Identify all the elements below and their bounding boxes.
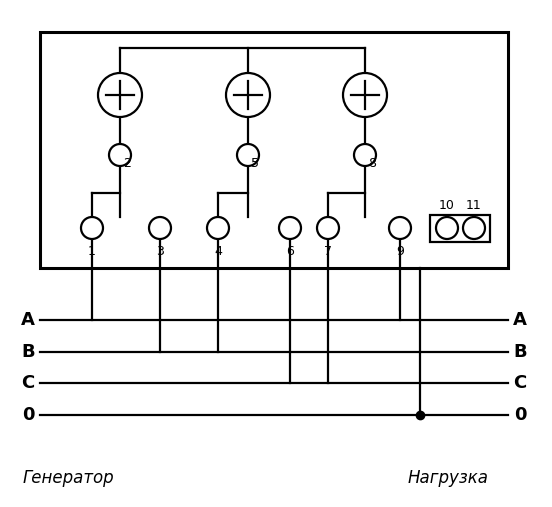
Circle shape (81, 217, 103, 239)
Bar (40, 32, 508, 268)
Circle shape (317, 217, 339, 239)
Text: 8: 8 (368, 157, 376, 170)
Text: C: C (513, 374, 527, 392)
Text: A: A (513, 311, 527, 329)
Text: 5: 5 (251, 157, 259, 170)
Circle shape (389, 217, 411, 239)
Text: B: B (21, 343, 35, 361)
Text: Нагрузка: Нагрузка (407, 469, 489, 487)
Circle shape (279, 217, 301, 239)
Text: B: B (513, 343, 527, 361)
Text: 6: 6 (286, 245, 294, 258)
Text: 11: 11 (466, 199, 482, 212)
Circle shape (98, 73, 142, 117)
Text: A: A (21, 311, 35, 329)
Circle shape (436, 217, 458, 239)
Text: Генератор: Генератор (22, 469, 114, 487)
Text: 1: 1 (88, 245, 96, 258)
Circle shape (226, 73, 270, 117)
Text: 10: 10 (439, 199, 455, 212)
Text: 3: 3 (156, 245, 164, 258)
Circle shape (109, 144, 131, 166)
Circle shape (343, 73, 387, 117)
Circle shape (354, 144, 376, 166)
Circle shape (149, 217, 171, 239)
Text: 2: 2 (123, 157, 131, 170)
Text: 9: 9 (396, 245, 404, 258)
Circle shape (237, 144, 259, 166)
Bar (430, 215, 490, 242)
Text: 7: 7 (324, 245, 332, 258)
Text: 4: 4 (214, 245, 222, 258)
Circle shape (207, 217, 229, 239)
Text: C: C (22, 374, 35, 392)
Text: 0: 0 (22, 406, 34, 424)
Circle shape (463, 217, 485, 239)
Text: 0: 0 (514, 406, 526, 424)
